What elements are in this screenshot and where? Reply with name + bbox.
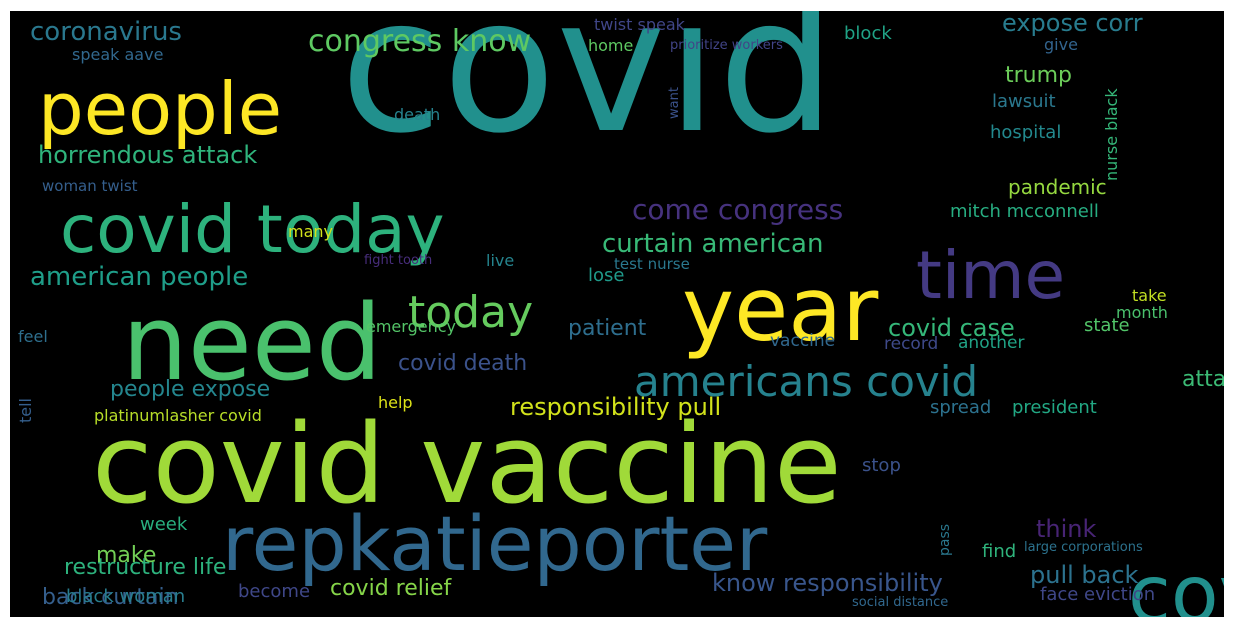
word: give bbox=[1044, 35, 1078, 54]
word: state bbox=[1084, 315, 1130, 336]
word: covid bbox=[340, 11, 836, 174]
word: emergency bbox=[366, 317, 456, 336]
word: back curtain bbox=[42, 585, 179, 610]
word: covid relief bbox=[330, 576, 452, 601]
word: month bbox=[1116, 303, 1168, 322]
word: stop bbox=[862, 455, 901, 476]
word: restructure life bbox=[64, 555, 227, 580]
word: need bbox=[122, 282, 382, 404]
word: trump bbox=[1005, 63, 1073, 88]
word: tell bbox=[16, 397, 35, 423]
word: covid test bbox=[1128, 550, 1224, 617]
word: time bbox=[916, 237, 1066, 314]
word: prioritize workers bbox=[670, 38, 783, 53]
word: covid vaccine bbox=[92, 400, 842, 528]
word: know responsibility bbox=[712, 569, 943, 597]
word: american people bbox=[30, 262, 249, 292]
word: covid case bbox=[888, 314, 1015, 342]
word: horrendous attack bbox=[38, 141, 258, 169]
word: covid death bbox=[398, 351, 528, 376]
word: responsibility pull bbox=[510, 393, 722, 421]
word: curtain american bbox=[602, 229, 824, 259]
word: people bbox=[38, 67, 283, 151]
word: test nurse bbox=[614, 255, 690, 273]
word: expose corr bbox=[1002, 11, 1143, 37]
word: week bbox=[140, 514, 188, 535]
word: attack restructure bbox=[1182, 367, 1224, 392]
word: coronavirus bbox=[30, 17, 182, 47]
word: many bbox=[288, 222, 333, 241]
word: help bbox=[378, 393, 413, 412]
word: platinumlasher covid bbox=[94, 406, 262, 425]
word: president bbox=[1012, 397, 1097, 418]
word: lose bbox=[588, 265, 625, 286]
word: spread bbox=[930, 397, 992, 418]
word: pass bbox=[937, 523, 953, 556]
word: covid today bbox=[60, 191, 445, 268]
word: take bbox=[1132, 286, 1167, 305]
word: face eviction bbox=[1040, 584, 1156, 605]
word: live bbox=[486, 251, 515, 270]
word: today bbox=[408, 287, 534, 338]
word: mitch mcconnell bbox=[950, 201, 1099, 222]
word: americans covid bbox=[634, 357, 979, 406]
word: find bbox=[982, 541, 1017, 562]
word: want bbox=[667, 87, 682, 119]
word: death bbox=[394, 105, 441, 124]
word: lawsuit bbox=[992, 91, 1056, 112]
word: nurse black bbox=[1102, 88, 1121, 181]
word: make bbox=[96, 543, 157, 568]
word: large corporations bbox=[1024, 540, 1143, 555]
word: congress know bbox=[308, 24, 532, 59]
word: twist speak bbox=[594, 15, 685, 34]
word: think bbox=[1036, 515, 1097, 543]
word: woman twist bbox=[42, 177, 138, 195]
word: fight tooth bbox=[364, 253, 433, 268]
word: vaccine bbox=[770, 331, 836, 351]
word-cloud: covid covid vaccine repkatieporter need … bbox=[10, 11, 1224, 617]
word: repkatieporter bbox=[222, 499, 768, 588]
word: become bbox=[238, 581, 311, 602]
word: pandemic bbox=[1008, 175, 1107, 199]
word: another bbox=[958, 333, 1025, 353]
word: block bbox=[844, 23, 892, 44]
word: speak aave bbox=[72, 45, 164, 64]
word: home bbox=[588, 36, 634, 55]
word: patient bbox=[568, 316, 647, 341]
word: come congress bbox=[632, 193, 844, 226]
word: year bbox=[682, 258, 879, 361]
word: record bbox=[884, 334, 939, 354]
word: people expose bbox=[110, 377, 271, 402]
word: hospital bbox=[990, 122, 1062, 143]
word: pull back bbox=[1030, 561, 1139, 589]
word: social distance bbox=[852, 595, 949, 610]
word: feel bbox=[18, 327, 48, 346]
word: black woman bbox=[66, 586, 186, 607]
